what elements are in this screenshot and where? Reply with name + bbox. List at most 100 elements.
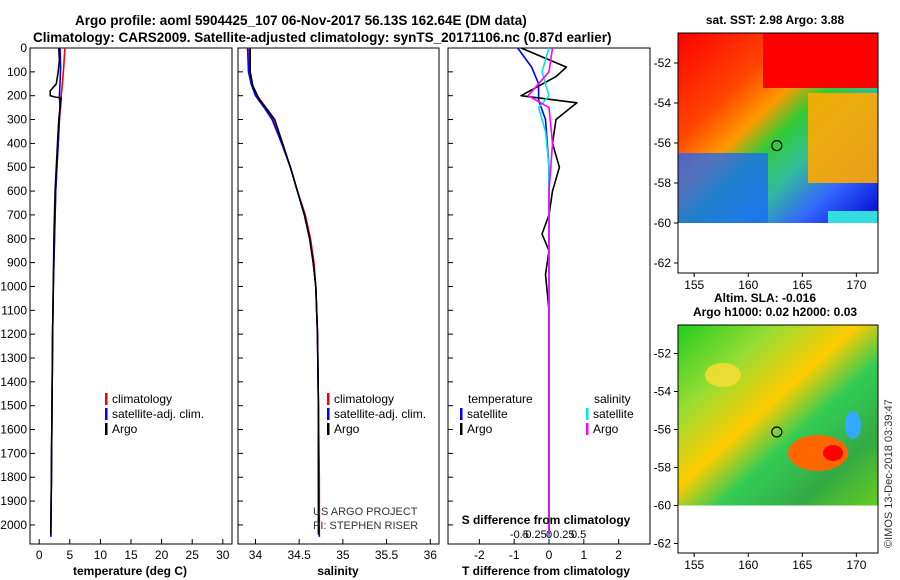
legend-label: satellite-adj. clim. bbox=[334, 407, 426, 421]
series-temperature-argo bbox=[520, 47, 578, 535]
x-tick-label: 5 bbox=[66, 548, 73, 562]
legend-swatch bbox=[327, 423, 330, 435]
lat-tick-label: -62 bbox=[654, 256, 672, 270]
pi-credit: PI: STEPHEN RISER bbox=[313, 520, 418, 532]
s-tick-label: -0.5 bbox=[510, 529, 529, 541]
depth-axis: 0 100 200 300 400 500 600 700 800 900 1000 1100 1200… bbox=[0, 41, 453, 532]
lat-tick-label: -52 bbox=[654, 56, 672, 70]
lon-tick-label: 165 bbox=[792, 558, 812, 572]
sla-low-anomaly bbox=[845, 411, 861, 439]
legend-swatch bbox=[586, 408, 589, 420]
legend-swatch bbox=[327, 393, 330, 405]
depth-tick-label: 400 bbox=[7, 136, 27, 150]
sst-map: -52 -54 -56 -58 -60 -62 155 160 165 170 bbox=[654, 32, 879, 292]
depth-tick-label: 1600 bbox=[0, 423, 27, 437]
sla-map-title: Altim. SLA: -0.016 bbox=[714, 291, 816, 305]
depth-tick-label: 800 bbox=[7, 232, 27, 246]
depth-tick-label: 1300 bbox=[0, 351, 27, 365]
series-temperature-satellite bbox=[517, 47, 550, 537]
legend-label: climatology bbox=[112, 392, 172, 406]
legend-label: satellite bbox=[593, 407, 634, 421]
s-difference-axis-label: S difference from climatology bbox=[462, 513, 631, 527]
difference-xlabel: T difference from climatology bbox=[462, 564, 630, 578]
legend-label: satellite bbox=[467, 407, 508, 421]
depth-tick-label: 500 bbox=[7, 160, 27, 174]
depth-tick-label: 0 bbox=[20, 41, 27, 55]
lon-tick-label: 160 bbox=[738, 278, 758, 292]
depth-tick-label: 1000 bbox=[0, 279, 27, 293]
s-tick-label: 0.5 bbox=[571, 529, 586, 541]
x-tick-label: 25 bbox=[186, 548, 200, 562]
depth-tick-label: 1200 bbox=[0, 327, 27, 341]
figure-title-line2: Climatology: CARS2009. Satellite-adjuste… bbox=[33, 30, 611, 45]
legend-swatch bbox=[327, 408, 330, 420]
lat-tick-label: -62 bbox=[654, 537, 672, 551]
x-tick-label: 0 bbox=[36, 548, 43, 562]
lon-tick-label: 155 bbox=[684, 278, 704, 292]
sst-map-title: sat. SST: 2.98 Argo: 3.88 bbox=[706, 13, 845, 27]
map-frame bbox=[677, 32, 879, 274]
depth-tick-label: 300 bbox=[7, 113, 27, 127]
lat-tick-label: -54 bbox=[654, 96, 672, 110]
depth-tick-label: 1500 bbox=[0, 399, 27, 413]
depth-tick-label: 200 bbox=[7, 89, 27, 103]
x-tick-label: 35.5 bbox=[375, 548, 399, 562]
temperature-xlabel: temperature (deg C) bbox=[73, 564, 187, 578]
sla-map-subtitle: Argo h1000: 0.02 h2000: 0.03 bbox=[693, 305, 857, 319]
lon-tick-label: 170 bbox=[846, 558, 866, 572]
salinity-panel-frame bbox=[237, 47, 440, 545]
salinity-xlabel: salinity bbox=[317, 564, 359, 578]
lat-tick-label: -60 bbox=[654, 499, 672, 513]
map-frame bbox=[677, 324, 879, 554]
legend-label: Argo bbox=[334, 422, 360, 436]
sla-high-anomaly bbox=[788, 435, 848, 471]
depth-tick-label: 1100 bbox=[1, 303, 27, 317]
lon-tick-label: 165 bbox=[792, 278, 812, 292]
sst-warm-region bbox=[763, 33, 878, 88]
lat-tick-label: -56 bbox=[654, 423, 672, 437]
depth-tick-label: 1400 bbox=[0, 375, 27, 389]
x-tick-label: 2 bbox=[615, 548, 622, 562]
sst-orange-region bbox=[808, 93, 878, 183]
x-tick-label: 15 bbox=[124, 548, 138, 562]
depth-tick-label: 1800 bbox=[0, 470, 27, 484]
series-argo bbox=[49, 47, 63, 535]
x-tick-label: 10 bbox=[94, 548, 108, 562]
legend-swatch bbox=[586, 423, 589, 435]
depth-tick-label: 100 bbox=[7, 65, 27, 79]
lon-tick-label: 170 bbox=[846, 278, 866, 292]
depth-tick-label: 2000 bbox=[0, 518, 27, 532]
lat-tick-label: -54 bbox=[654, 385, 672, 399]
legend-swatch bbox=[460, 408, 463, 420]
legend-title-salinity: salinity bbox=[594, 392, 631, 406]
legend-swatch bbox=[105, 423, 108, 435]
x-tick-label: 34.5 bbox=[287, 548, 311, 562]
series-argo bbox=[249, 48, 320, 535]
depth-tick-label: 900 bbox=[7, 256, 27, 270]
temperature-panel-frame bbox=[29, 47, 233, 545]
depth-tick-label: 600 bbox=[7, 184, 27, 198]
x-tick-label: 1 bbox=[580, 548, 587, 562]
x-tick-label: -1 bbox=[509, 548, 520, 562]
legend-swatch bbox=[460, 423, 463, 435]
lat-tick-label: -56 bbox=[654, 136, 672, 150]
sla-peak-anomaly bbox=[823, 445, 843, 461]
x-tick-label: 36 bbox=[424, 548, 438, 562]
lat-tick-label: -58 bbox=[654, 461, 672, 475]
series-salinity-argo bbox=[527, 47, 554, 535]
lat-tick-label: -52 bbox=[654, 347, 672, 361]
x-tick-label: 34 bbox=[249, 548, 263, 562]
legend-title-temperature: temperature bbox=[468, 392, 533, 406]
lat-tick-label: -60 bbox=[654, 216, 672, 230]
figure-title-line1: Argo profile: aoml 5904425_107 06-Nov-20… bbox=[75, 13, 527, 28]
sst-cyan-strip bbox=[828, 211, 878, 223]
series-satellite-adj-clim- bbox=[246, 47, 321, 537]
series-climatology bbox=[248, 48, 321, 537]
x-tick-label: 35 bbox=[336, 548, 350, 562]
legend-label: Argo bbox=[112, 422, 138, 436]
lon-tick-label: 155 bbox=[684, 558, 704, 572]
s-tick-label: 0.25 bbox=[553, 529, 574, 541]
